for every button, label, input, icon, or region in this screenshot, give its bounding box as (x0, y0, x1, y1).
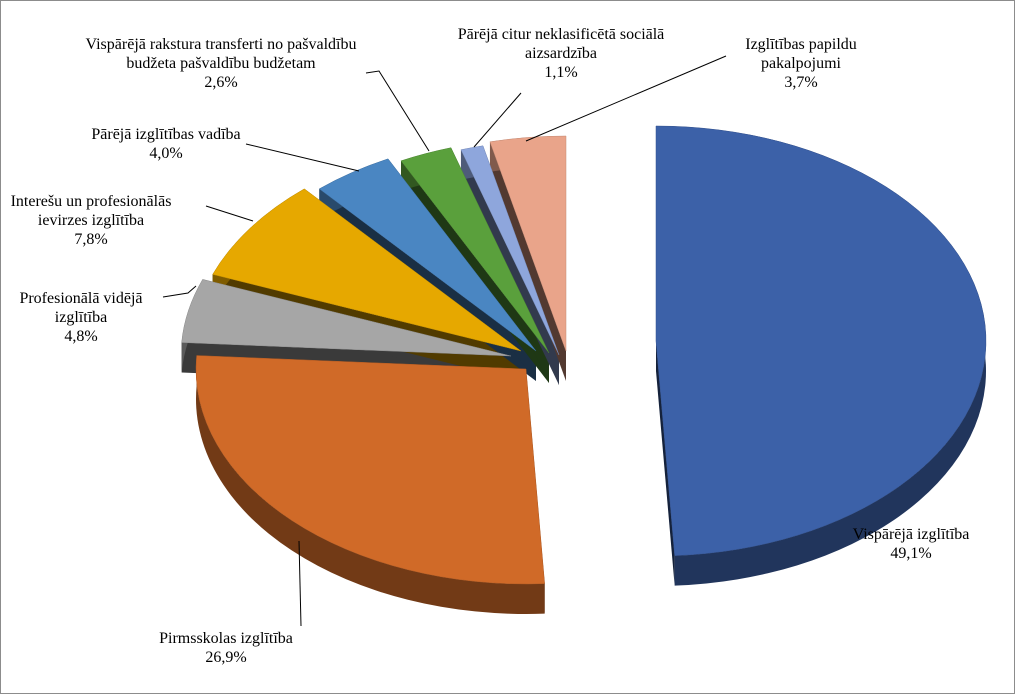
slice-label: Interešu un profesionālās ievirzes izglīt… (11, 193, 172, 248)
pie-slice (489, 135, 567, 352)
leader-line (525, 55, 727, 142)
pie-slice (318, 158, 537, 352)
pie-slice-depth (656, 126, 986, 586)
pie-slice (181, 279, 512, 357)
slice-label: Pārējā citur neklasificētā sociālā aizsar… (458, 26, 665, 81)
slice-label: Vispārējā rakstura transferti no pašvald… (86, 36, 357, 91)
leader-line (298, 540, 302, 627)
slice-label: Pārējā izglītības vadība 4,0% (91, 126, 240, 162)
slice-label: Pirmsskolas izglītība 26,9% (159, 630, 293, 666)
pie-slice (212, 188, 522, 352)
leader-line (365, 70, 430, 152)
pie-slice (655, 125, 987, 556)
slice-label: Vispārējā izglītība 49,1% (853, 526, 970, 562)
slice-label: Profesionālā vidējā izglītība 4,8% (19, 290, 142, 345)
pie-slice (460, 145, 560, 356)
leader-line (245, 143, 360, 172)
slice-label: Izglītības papildu pakalpojumi 3,7% (745, 36, 857, 91)
leader-line (473, 92, 522, 148)
leader-line (162, 285, 197, 298)
pie-slice (195, 355, 545, 585)
leader-line (205, 205, 254, 222)
pie-slice (400, 147, 550, 354)
